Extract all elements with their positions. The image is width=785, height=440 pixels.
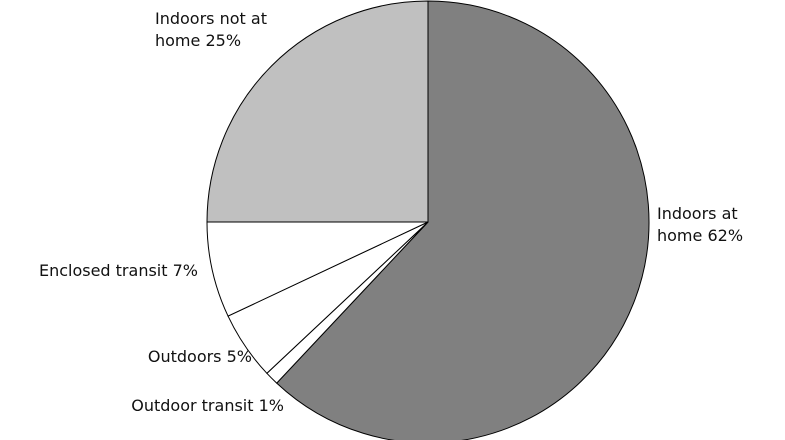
slice-label: Indoors at home 62%: [657, 203, 767, 247]
slice-label: Outdoor transit 1%: [60, 395, 284, 417]
category-name: Outdoors: [147, 347, 222, 366]
value-label: 25%: [205, 31, 242, 50]
value-label: 7%: [172, 261, 198, 280]
value-label: 1%: [258, 396, 284, 415]
pie-slice: [276, 0, 650, 440]
pie-slice: [206, 0, 429, 223]
category-name: Outdoor transit: [131, 396, 254, 415]
slice-label: Outdoors 5%: [60, 346, 252, 368]
value-label: 5%: [226, 347, 252, 366]
slice-label: Enclosed transit 7%: [0, 260, 198, 282]
slice-label: Indoors not at home 25%: [155, 8, 283, 52]
value-label: 62%: [707, 226, 744, 245]
category-name: Indoors not at home: [155, 9, 267, 50]
category-name: Indoors at home: [657, 204, 738, 245]
category-name: Enclosed transit: [38, 261, 168, 280]
